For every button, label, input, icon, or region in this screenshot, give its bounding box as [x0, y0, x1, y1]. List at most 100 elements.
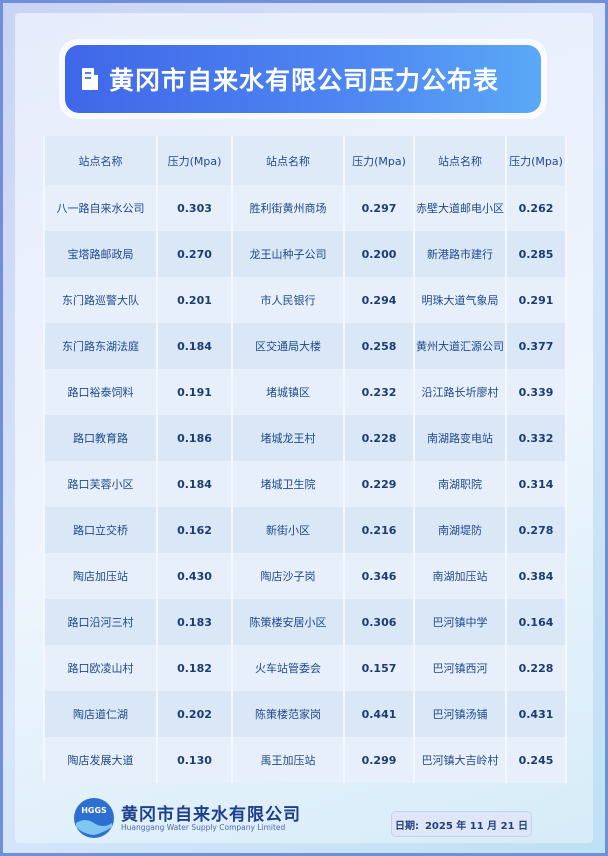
station-name: 堵城镇区 [231, 369, 345, 415]
pressure-value: 0.299 [343, 737, 415, 783]
station-name: 陶店发展大道 [43, 737, 158, 783]
station-name: 新港路市建行 [413, 231, 507, 277]
pressure-value: 0.245 [505, 737, 567, 783]
pressure-value: 0.216 [343, 507, 415, 553]
station-name: 黄州大道汇源公司 [413, 323, 507, 369]
pressure-value: 0.228 [343, 415, 415, 461]
station-name: 南湖路变电站 [413, 415, 507, 461]
pressure-value: 0.346 [343, 553, 415, 599]
table-row: 陶店加压站 0.430 陶店沙子岗 0.346 南湖加压站 0.384 [43, 553, 567, 599]
date: 2025 年 11 月 21 日 [424, 820, 529, 832]
station-name: 陈策楼范家岗 [231, 691, 345, 737]
station-name: 赤壁大道邮电小区 [413, 185, 507, 231]
station-name: 八一路自来水公司 [43, 185, 158, 231]
table-row: 东门路东湖法庭 0.184 区交通局大楼 0.258 黄州大道汇源公司 0.377 [43, 323, 567, 369]
station-name: 南湖堤防 [413, 507, 507, 553]
pressure-value: 0.184 [156, 461, 233, 507]
pressure-value: 0.157 [343, 645, 415, 691]
station-name: 南湖加压站 [413, 553, 507, 599]
date-box: 日期: 2025 年 11 月 21 日 [391, 811, 532, 837]
pressure-value: 0.130 [156, 737, 233, 783]
pressure-value: 0.164 [505, 599, 567, 645]
table-row: 东门路巡警大队 0.201 市人民银行 0.294 明珠大道气象局 0.291 [43, 277, 567, 323]
column-header: 压力(Mpa) [343, 136, 415, 185]
banner-icon [82, 68, 98, 90]
pressure-value: 0.332 [505, 415, 567, 461]
column-header: 压力(Mpa) [156, 136, 233, 185]
pressure-value: 0.184 [156, 323, 233, 369]
station-name: 新街小区 [231, 507, 345, 553]
pressure-value: 0.431 [505, 691, 567, 737]
pressure-value: 0.182 [156, 645, 233, 691]
banner: 黄冈市自来水有限公司压力公布表 [65, 45, 541, 113]
station-name: 区交通局大楼 [231, 323, 345, 369]
pressure-value: 0.200 [343, 231, 415, 277]
station-name: 堵城卫生院 [231, 461, 345, 507]
pressure-value: 0.232 [343, 369, 415, 415]
pressure-value: 0.285 [505, 231, 567, 277]
station-name: 路口教育路 [43, 415, 158, 461]
table-row: 宝塔路邮政局 0.270 龙王山种子公司 0.200 新港路市建行 0.285 [43, 231, 567, 277]
table-body: 八一路自来水公司 0.303 胜利街黄州商场 0.297 赤壁大道邮电小区 0.262 宝塔… [43, 185, 567, 783]
station-name: 陶店道仁湖 [43, 691, 158, 737]
pressure-value: 0.186 [156, 415, 233, 461]
pressure-value: 0.201 [156, 277, 233, 323]
station-name: 路口沿河三村 [43, 599, 158, 645]
pressure-value: 0.229 [343, 461, 415, 507]
station-name: 宝塔路邮政局 [43, 231, 158, 277]
pressure-value: 0.258 [343, 323, 415, 369]
column-header: 站点名称 [231, 136, 345, 185]
station-name: 沿江路长圻廖村 [413, 369, 507, 415]
station-name: 路口欧凌山村 [43, 645, 158, 691]
logo-text: HGGS [81, 806, 107, 815]
station-name: 巴河镇中学 [413, 599, 507, 645]
table-row: 路口沿河三村 0.183 陈策楼安居小区 0.306 巴河镇中学 0.164 [43, 599, 567, 645]
station-name: 巴河镇西河 [413, 645, 507, 691]
pressure-value: 0.384 [505, 553, 567, 599]
logo: HGGS [74, 798, 114, 838]
table-row: 路口教育路 0.186 堵城龙王村 0.228 南湖路变电站 0.332 [43, 415, 567, 461]
station-name: 陈策楼安居小区 [231, 599, 345, 645]
table-row: 路口立交桥 0.162 新街小区 0.216 南湖堤防 0.278 [43, 507, 567, 553]
pressure-value: 0.191 [156, 369, 233, 415]
table-row: 路口欧凌山村 0.182 火车站管委会 0.157 巴河镇西河 0.228 [43, 645, 567, 691]
header-row: 站点名称 压力(Mpa) 站点名称 压力(Mpa) 站点名称 压力(Mpa) [43, 136, 567, 185]
station-name: 东门路巡警大队 [43, 277, 158, 323]
station-name: 巴河镇汤铺 [413, 691, 507, 737]
table-row: 陶店道仁湖 0.202 陈策楼范家岗 0.441 巴河镇汤铺 0.431 [43, 691, 567, 737]
table-row: 八一路自来水公司 0.303 胜利街黄州商场 0.297 赤壁大道邮电小区 0.262 [43, 185, 567, 231]
pressure-value: 0.291 [505, 277, 567, 323]
station-name: 堵城龙王村 [231, 415, 345, 461]
company-name-en: Huanggang Water Supply Company Limited [121, 823, 286, 832]
column-header: 压力(Mpa) [505, 136, 567, 185]
station-name: 路口芙蓉小区 [43, 461, 158, 507]
pressure-value: 0.339 [505, 369, 567, 415]
station-name: 胜利街黄州商场 [231, 185, 345, 231]
pressure-value: 0.306 [343, 599, 415, 645]
station-name: 路口立交桥 [43, 507, 158, 553]
pressure-value: 0.303 [156, 185, 233, 231]
pressure-value: 0.270 [156, 231, 233, 277]
station-name: 陶店沙子岗 [231, 553, 345, 599]
column-header: 站点名称 [43, 136, 158, 185]
station-name: 南湖职院 [413, 461, 507, 507]
column-header: 站点名称 [413, 136, 507, 185]
table-row: 陶店发展大道 0.130 禹王加压站 0.299 巴河镇大吉岭村 0.245 [43, 737, 567, 783]
station-name: 东门路东湖法庭 [43, 323, 158, 369]
title: 黄冈市自来水有限公司压力公布表 [109, 66, 500, 95]
station-name: 路口裕泰饲料 [43, 369, 158, 415]
pressure-value: 0.430 [156, 553, 233, 599]
pressure-table: 站点名称 压力(Mpa) 站点名称 压力(Mpa) 站点名称 压力(Mpa) 八一路自来水… [43, 136, 567, 783]
pressure-value: 0.262 [505, 185, 567, 231]
station-name: 陶店加压站 [43, 553, 158, 599]
pressure-value: 0.441 [343, 691, 415, 737]
table-row: 路口裕泰饲料 0.191 堵城镇区 0.232 沿江路长圻廖村 0.339 [43, 369, 567, 415]
station-name: 巴河镇大吉岭村 [413, 737, 507, 783]
station-name: 火车站管委会 [231, 645, 345, 691]
date-label: 日期: [394, 820, 419, 832]
pressure-value: 0.228 [505, 645, 567, 691]
pressure-value: 0.183 [156, 599, 233, 645]
pressure-value: 0.294 [343, 277, 415, 323]
station-name: 禹王加压站 [231, 737, 345, 783]
